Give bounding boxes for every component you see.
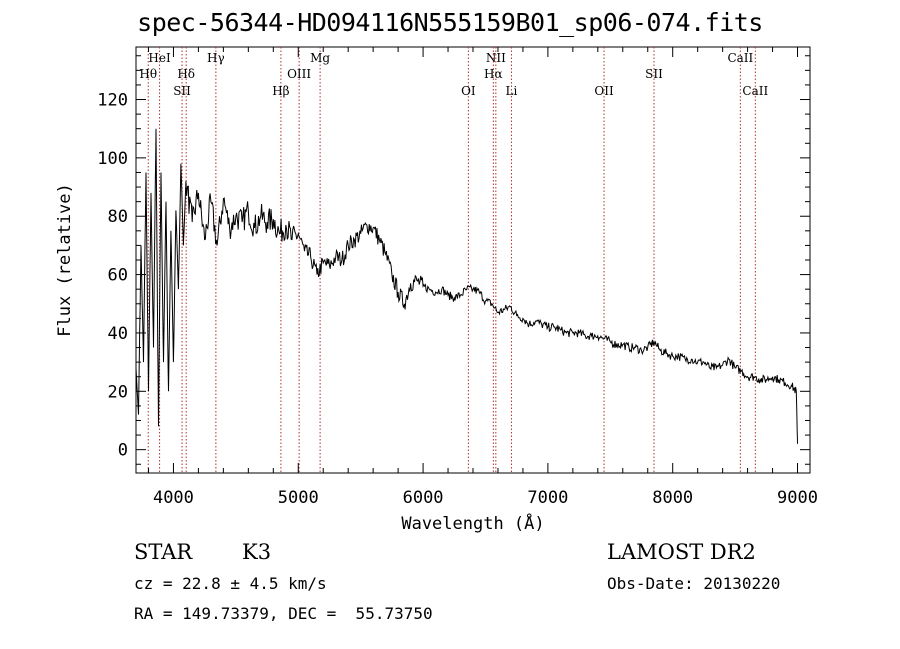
x-tick-label: 8000 [652,488,693,508]
x-axis-label: Wavelength (Å) [401,512,544,534]
plot-frame [135,46,811,474]
x-axis: 4000 5000 6000 7000 8000 9000 [147,47,818,508]
y-tick-label: 100 [97,149,128,169]
y-tick-label: 0 [118,441,128,461]
line-marker-label: Hδ [177,67,195,81]
object-subclass: K3 [242,540,272,564]
y-tick-label: 80 [108,207,128,227]
y-tick-label: 60 [108,266,128,286]
line-marker-label: NII [486,51,506,65]
line-marker-label: CaII [742,84,768,98]
y-tick-label: 120 [97,91,128,111]
coordinates: RA = 149.73379, DEC = 55.73750 [134,604,433,623]
y-axis-label: Flux (relative) [55,183,75,337]
spectrum-series-line [135,128,798,444]
line-marker-label: OII [594,84,614,98]
line-marker-label: Mg [310,51,330,65]
line-marker-label: Hβ [272,84,289,98]
line-marker-label: SII [645,67,663,81]
line-marker-label: Hγ [207,51,225,65]
chart-title: spec-56344-HD094116N555159B01_sp06-074.f… [137,8,763,37]
line-marker-label: OI [461,84,476,98]
line-marker-label: Li [506,84,518,98]
y-axis: 0 20 40 60 80 100 120 [97,55,810,465]
line-marker-label: HeI [148,51,171,65]
survey-name: LAMOST DR2 [607,540,756,564]
line-marker-label: Hα [484,67,503,81]
redshift-value: cz = 22.8 ± 4.5 km/s [134,574,327,593]
y-tick-label: 20 [108,382,128,402]
x-tick-label: 6000 [403,488,444,508]
y-tick-label: 40 [108,324,128,344]
line-marker-label: CaII [727,51,753,65]
obs-date: Obs-Date: 20130220 [607,574,781,593]
x-tick-label: 9000 [777,488,818,508]
object-class: STAR [134,540,193,564]
line-marker-label: Hθ [139,67,157,81]
x-tick-label: 4000 [153,488,194,508]
x-tick-label: 5000 [278,488,319,508]
x-tick-label: 7000 [527,488,568,508]
line-marker-label: OIII [287,67,311,81]
line-marker-label: SII [173,84,191,98]
